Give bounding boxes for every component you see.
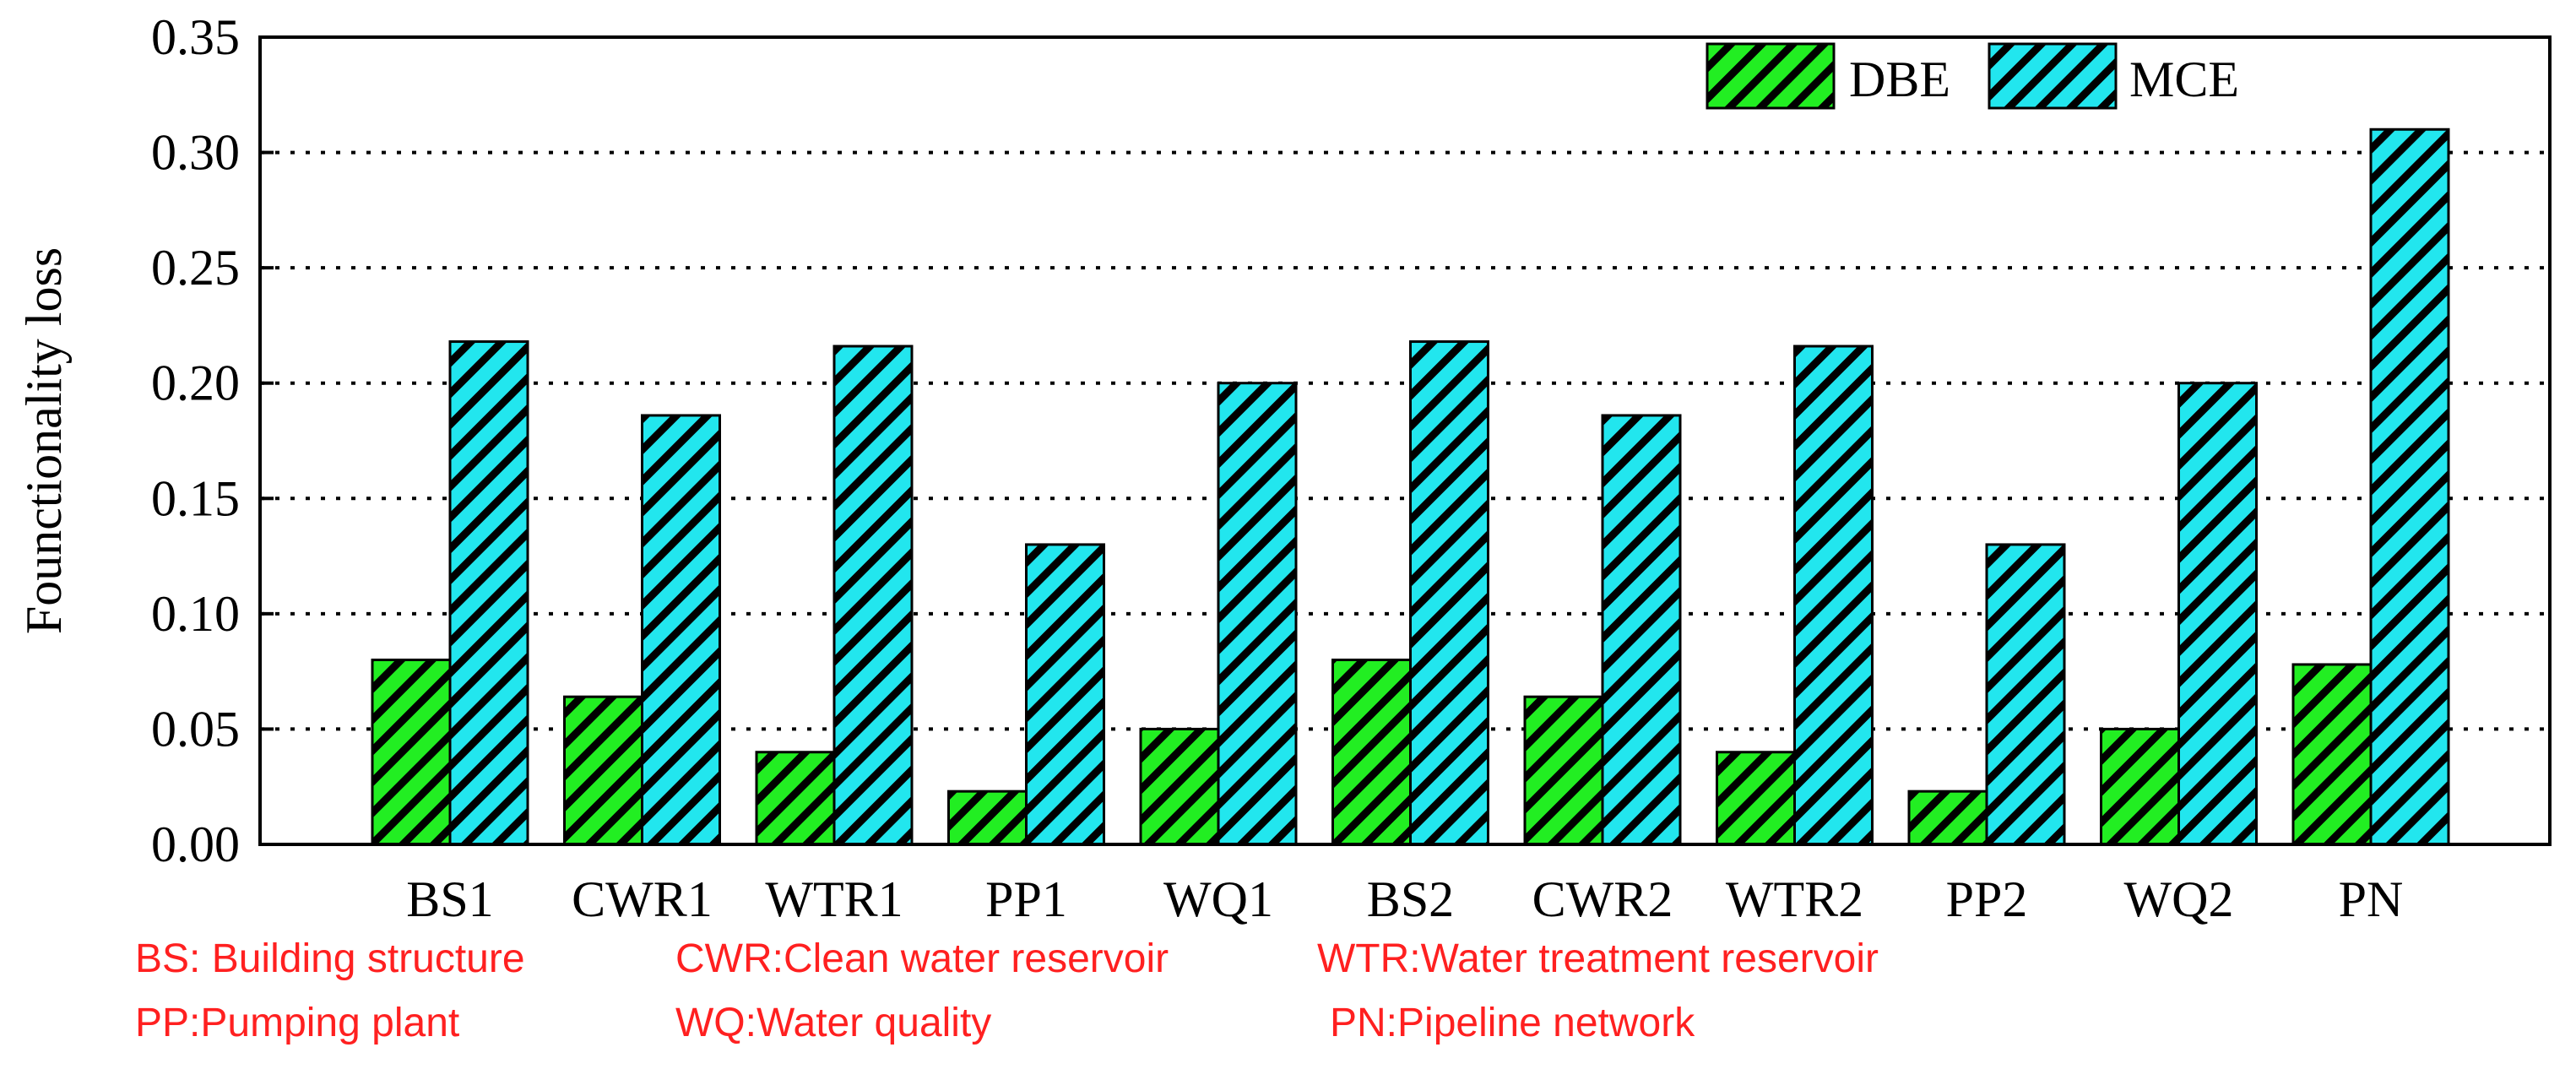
- bar-mce-pp2: [1985, 543, 2066, 846]
- bar-mce-bs2: [1409, 340, 1489, 846]
- y-tick-label: 0.25: [151, 240, 240, 296]
- bar-dbe-cwr2: [1523, 695, 1604, 846]
- x-tick-label: CWR1: [572, 871, 713, 927]
- bar-mce-bs1: [448, 340, 529, 846]
- bar-dbe-pn: [2291, 663, 2373, 846]
- y-tick-label: 0.10: [151, 586, 240, 642]
- bar-dbe-cwr1: [563, 695, 643, 846]
- legend-label-dbe: DBE: [1849, 52, 1950, 107]
- bar-mce-pp1: [1025, 543, 1105, 846]
- x-tick-label: PP2: [1946, 871, 2028, 927]
- y-tick-label: 0.05: [151, 701, 240, 757]
- bar-dbe-wq2: [2100, 727, 2180, 846]
- x-tick-label: CWR2: [1532, 871, 1673, 927]
- x-tick-label: WQ2: [2124, 871, 2234, 927]
- bar-mce-wtr1: [832, 345, 914, 846]
- abbrev-pp: PP:Pumping plant: [135, 1001, 460, 1045]
- x-tick-label: BS1: [406, 871, 493, 927]
- bar-mce-cwr2: [1601, 414, 1682, 846]
- y-axis: 0.00 0.05 0.10 0.15 0.20 0.25 0.30 0.35: [151, 9, 274, 872]
- bar-mce-wq1: [1217, 382, 1298, 846]
- plot-frame: [258, 35, 2552, 846]
- bar-mce-pn: [2369, 128, 2450, 846]
- bar-mce-cwr1: [641, 414, 721, 846]
- abbrev-wq: WQ:Water quality: [675, 1001, 992, 1045]
- y-tick-label: 0.35: [151, 9, 240, 65]
- y-tick-label: 0.30: [151, 125, 240, 181]
- y-axis-label: Founctionality loss: [16, 247, 72, 634]
- bar-mce-wq2: [2177, 382, 2258, 846]
- y-tick-label: 0.20: [151, 355, 240, 411]
- x-tick-label: PN: [2339, 871, 2404, 927]
- bar-dbe-bs1: [371, 658, 452, 846]
- bar-dbe-wtr2: [1716, 751, 1796, 846]
- abbrev-wtr: WTR:Water treatment reservoir: [1317, 936, 1879, 981]
- bar-dbe-wq1: [1139, 727, 1220, 846]
- bar-dbe-pp1: [947, 790, 1028, 846]
- x-tick-label: WTR1: [765, 871, 903, 927]
- bars: [371, 128, 2450, 846]
- bar-mce-wtr2: [1793, 345, 1874, 846]
- bar-dbe-pp2: [1907, 790, 1988, 846]
- x-tick-label: WQ1: [1163, 871, 1273, 927]
- abbrev-cwr: CWR:Clean water reservoir: [675, 936, 1169, 981]
- abbrev-bs: BS: Building structure: [135, 936, 525, 981]
- x-tick-label: WTR2: [1726, 871, 1863, 927]
- legend-swatch-mce: [1988, 42, 2118, 110]
- bar-dbe-wtr1: [755, 751, 836, 846]
- abbrev-pn: PN:Pipeline network: [1330, 1001, 1695, 1045]
- legend-swatch-dbe: [1706, 42, 1836, 110]
- y-tick-label: 0.00: [151, 817, 240, 872]
- legend: DBE MCE: [1706, 42, 2239, 110]
- legend-label-mce: MCE: [2129, 52, 2239, 107]
- x-axis: BS1 CWR1 WTR1 PP1 WQ1 BS2 CWR2 WTR2 PP2 WQ2 PN: [406, 871, 2403, 927]
- x-tick-label: BS2: [1367, 871, 1454, 927]
- bar-dbe-bs2: [1331, 658, 1412, 846]
- y-tick-label: 0.15: [151, 470, 240, 526]
- x-tick-label: PP1: [985, 871, 1067, 927]
